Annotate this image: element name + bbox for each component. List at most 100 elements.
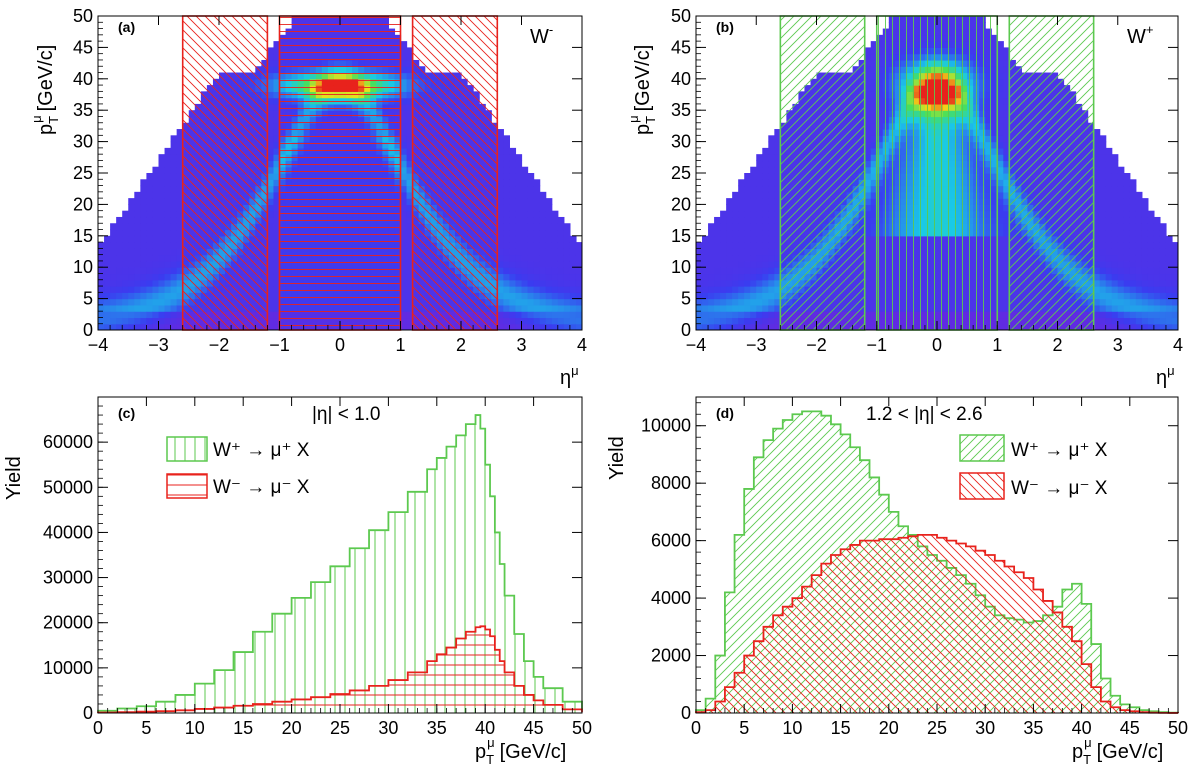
heatmap-cell	[522, 248, 529, 255]
heatmap-cell	[528, 292, 535, 299]
heatmap-cell	[401, 98, 408, 105]
heatmap-cell	[140, 273, 147, 280]
heatmap-cell	[708, 267, 715, 274]
heatmap-cell	[159, 204, 166, 211]
heatmap-cell	[110, 317, 117, 324]
heatmap-cell	[762, 179, 769, 186]
heatmap-cell	[152, 273, 159, 280]
heatmap-cell	[165, 267, 172, 274]
heatmap-cell	[546, 317, 553, 324]
heatmap-cell	[515, 261, 522, 268]
heatmap-cell	[159, 192, 166, 199]
heatmap-cell	[104, 242, 111, 249]
heatmap-cell	[865, 47, 872, 54]
heatmap-cell	[540, 211, 547, 218]
heatmap-cell	[171, 198, 178, 205]
heatmap-cell	[128, 204, 135, 211]
heatmap-cell	[140, 317, 147, 324]
heatmap-cell	[558, 242, 565, 249]
heatmap-cell	[528, 204, 535, 211]
heatmap-cell	[401, 286, 408, 293]
heatmap-cell	[720, 261, 727, 268]
heatmap-cell	[401, 223, 408, 230]
heatmap-cell	[865, 66, 872, 73]
heatmap-cell	[546, 236, 553, 243]
heatmap-cell	[744, 217, 751, 224]
heatmap-cell	[546, 286, 553, 293]
heatmap-cell	[528, 248, 535, 255]
heatmap-cell	[104, 299, 111, 306]
heatmap-cell	[401, 41, 408, 48]
heatmap-cell	[134, 286, 141, 293]
heatmap-cell	[267, 173, 274, 180]
heatmap-cell	[509, 267, 516, 274]
heatmap-cell	[534, 198, 541, 205]
heatmap-cell	[401, 273, 408, 280]
heatmap-cell	[401, 311, 408, 318]
heatmap-cell	[515, 192, 522, 199]
heatmap-cell	[140, 299, 147, 306]
heatmap-cell	[756, 299, 763, 306]
heatmap-cell	[756, 217, 763, 224]
species-label-a: W-	[530, 22, 553, 48]
heatmap-cell	[756, 154, 763, 161]
heatmap-cell	[714, 280, 721, 287]
heatmap-cell	[401, 204, 408, 211]
y-tick-label: 50	[73, 6, 93, 26]
heatmap-cell	[528, 242, 535, 249]
heatmap-cell	[738, 273, 745, 280]
heatmap-cell	[134, 230, 141, 237]
heatmap-cell	[865, 104, 872, 111]
heatmap-cell	[534, 305, 541, 312]
heatmap-cell	[756, 242, 763, 249]
y-tick-label: 40	[73, 69, 93, 89]
heatmap-cell	[534, 311, 541, 318]
heatmap-cell	[762, 192, 769, 199]
heatmap-cell	[515, 198, 522, 205]
heatmap-cell	[720, 280, 727, 287]
heatmap-cell	[552, 242, 559, 249]
heatmap-cell	[110, 236, 117, 243]
heatmap-cell	[552, 317, 559, 324]
panel-label-a: (a)	[118, 19, 135, 35]
heatmap-cell	[720, 286, 727, 293]
heatmap-cell	[110, 286, 117, 293]
heatmap-cell	[522, 261, 529, 268]
heatmap-cell	[865, 267, 872, 274]
heatmap-cell	[110, 292, 117, 299]
heatmap-cell	[756, 267, 763, 274]
heatmap-cell	[762, 273, 769, 280]
heatmap-cell	[401, 192, 408, 199]
heatmap-cell	[134, 305, 141, 312]
heatmap-cell	[720, 273, 727, 280]
heatmap-cell	[528, 236, 535, 243]
heatmap-cell	[696, 286, 703, 293]
heatmap-cell	[503, 142, 510, 149]
heatmap-cell	[509, 179, 516, 186]
heatmap-cell	[702, 273, 709, 280]
x-axis-title-main-a: η	[560, 367, 571, 389]
heatmap-cell	[750, 261, 757, 268]
heatmap-cell	[534, 255, 541, 262]
heatmap-cell	[738, 261, 745, 268]
heatmap-cell	[122, 242, 129, 249]
heatmap-cell	[401, 123, 408, 130]
heatmap-cell	[750, 223, 757, 230]
heatmap-cell	[497, 261, 504, 268]
heatmap-cell	[552, 236, 559, 243]
heatmap-cell	[756, 317, 763, 324]
heatmap-cell	[165, 236, 172, 243]
heatmap-cell	[401, 211, 408, 218]
heatmap-cell	[128, 299, 135, 306]
heatmap-cell	[140, 242, 147, 249]
heatmap-cell	[762, 167, 769, 174]
heatmap-cell	[534, 230, 541, 237]
heatmap-cell	[152, 167, 159, 174]
heatmap-cell	[768, 186, 775, 193]
heatmap-cell	[744, 267, 751, 274]
heatmap-cell	[134, 261, 141, 268]
heatmap-cell	[552, 286, 559, 293]
heatmap-cell	[534, 217, 541, 224]
heatmap-cell	[503, 198, 510, 205]
